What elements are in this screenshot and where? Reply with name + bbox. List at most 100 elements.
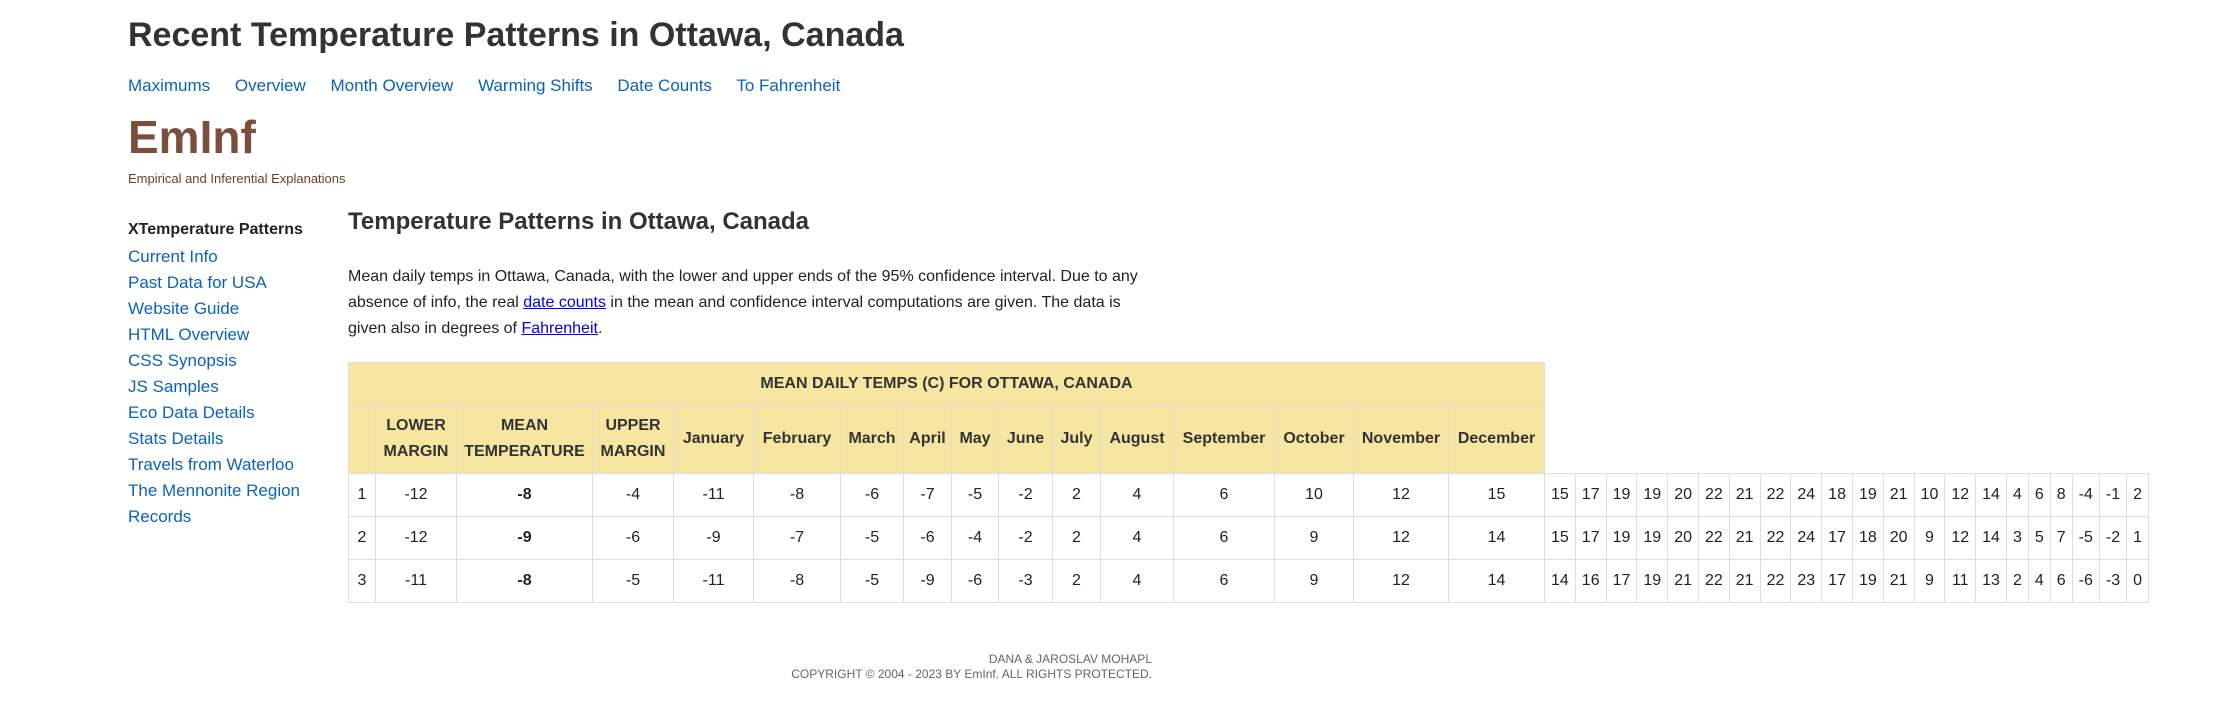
value-cell: 12 [1353, 559, 1449, 603]
value-cell: -3 [2098, 559, 2128, 603]
header-day [348, 404, 376, 474]
value-cell: 12 [1353, 473, 1449, 517]
header-month-october: October [1274, 404, 1354, 474]
value-cell: 22 [1697, 516, 1730, 560]
value-cell: 20 [1667, 473, 1699, 517]
nav-link-overview[interactable]: Overview [234, 76, 306, 95]
value-cell: -8 [753, 473, 841, 517]
value-cell: 24 [1790, 516, 1823, 560]
intro-text-end: . [597, 320, 603, 337]
value-cell: 23 [1790, 559, 1823, 603]
sidebar-item-travels-from-waterloo[interactable]: Travels from Waterloo [128, 455, 294, 474]
header-upper-label-1: UPPER [605, 417, 661, 434]
value-cell: 15 [1544, 516, 1576, 560]
value-cell: -6 [903, 516, 952, 560]
value-cell: 4 [1100, 516, 1174, 560]
nav-link-warming-shifts[interactable]: Warming Shifts [478, 76, 593, 95]
sidebar-item-past-data-usa[interactable]: Past Data for USA [128, 273, 267, 292]
header-month-july: July [1052, 404, 1101, 474]
value-cell: 19 [1851, 559, 1884, 603]
value-cell: 6 [1173, 516, 1275, 560]
value-cell: 15 [1544, 473, 1576, 517]
header-mean-temperature: MEAN TEMPERATURE [456, 404, 593, 474]
temperature-table: MEAN DAILY TEMPS (C) FOR OTTAWA, CANADA … [348, 362, 2150, 603]
value-cell: 8 [2049, 473, 2073, 517]
value-cell: -11 [673, 559, 754, 603]
site-tagline: Empirical and Inferential Explanations [128, 171, 346, 186]
value-cell: -6 [840, 473, 904, 517]
value-cell: 19 [1605, 473, 1638, 517]
value-cell: -4 [951, 516, 999, 560]
value-cell: 22 [1759, 516, 1792, 560]
value-cell: -7 [903, 473, 952, 517]
value-cell: 21 [1667, 559, 1699, 603]
nav-link-month-overview[interactable]: Month Overview [330, 76, 454, 95]
top-nav: Maximums Overview Month Overview Warming… [128, 76, 860, 96]
main-content: Temperature Patterns in Ottawa, Canada [348, 208, 809, 236]
value-cell: 17 [1821, 516, 1853, 560]
value-cell: 17 [1605, 559, 1638, 603]
upper-margin-cell: -4 [592, 473, 674, 517]
value-cell: 21 [1728, 559, 1761, 603]
value-cell: 12 [1944, 516, 1977, 560]
lower-margin-cell: -12 [375, 473, 457, 517]
value-cell: -7 [753, 516, 841, 560]
header-lower-margin: LOWER MARGIN [375, 404, 457, 474]
nav-link-date-counts[interactable]: Date Counts [617, 76, 712, 95]
sidebar-item-current-info[interactable]: Current Info [128, 247, 218, 266]
value-cell: 21 [1882, 559, 1915, 603]
footer-copyright: COPYRIGHT © 2004 - 2023 BY EmInf. ALL RI… [791, 667, 1152, 681]
sidebar-item-records[interactable]: Records [128, 507, 192, 526]
date-counts-link[interactable]: date counts [523, 294, 606, 311]
header-month-may: May [951, 404, 999, 474]
header-upper-label-2: MARGIN [600, 443, 666, 460]
value-cell: 9 [1913, 516, 1946, 560]
header-month-august: August [1100, 404, 1174, 474]
value-cell: -2 [998, 516, 1053, 560]
value-cell: 2 [1052, 516, 1101, 560]
header-month-january: January [673, 404, 754, 474]
value-cell: 4 [2005, 473, 2029, 517]
day-cell: 2 [348, 516, 376, 560]
mean-cell: -9 [456, 516, 593, 560]
nav-link-to-fahrenheit[interactable]: To Fahrenheit [736, 76, 841, 95]
value-cell: 20 [1667, 516, 1699, 560]
sidebar-item-stats-details[interactable]: Stats Details [128, 429, 224, 448]
value-cell: 19 [1636, 559, 1669, 603]
value-cell: 21 [1882, 473, 1915, 517]
site-logo[interactable]: EmInf [128, 111, 256, 163]
value-cell: -3 [998, 559, 1053, 603]
header-mean-label-1: MEAN [500, 417, 549, 434]
nav-link-maximums[interactable]: Maximums [128, 76, 211, 95]
value-cell: 2 [1052, 559, 1101, 603]
value-cell: 9 [1274, 559, 1354, 603]
header-lower-label-2: MARGIN [383, 443, 449, 460]
table-row: 2 -12 -9 -6 -9 -7 -5 -6 -4 -2 2 4 6 9 12 14 15 17 19 19 20 22… [348, 516, 2150, 560]
value-cell: 6 [1173, 559, 1275, 603]
value-cell: -5 [840, 559, 904, 603]
sidebar-item-css-synopsis[interactable]: CSS Synopsis [128, 351, 237, 370]
value-cell: 17 [1821, 559, 1853, 603]
value-cell: 22 [1697, 559, 1730, 603]
value-cell: 20 [1882, 516, 1915, 560]
value-cell: 13 [1975, 559, 2007, 603]
sidebar-item-mennonite-region[interactable]: The Mennonite Region [128, 481, 301, 500]
value-cell: 6 [2027, 473, 2051, 517]
value-cell: 21 [1728, 473, 1761, 517]
header-month-april: April [903, 404, 952, 474]
value-cell: -5 [951, 473, 999, 517]
header-lower-label-1: LOWER [386, 417, 446, 434]
sidebar-item-js-samples[interactable]: JS Samples [128, 377, 219, 396]
value-cell: -8 [753, 559, 841, 603]
sidebar-item-website-guide[interactable]: Website Guide [128, 299, 240, 318]
value-cell: -6 [2071, 559, 2100, 603]
value-cell: 14 [1448, 516, 1545, 560]
fahrenheit-link[interactable]: Fahrenheit [521, 320, 598, 337]
value-cell: 2 [2005, 559, 2029, 603]
value-cell: -4 [2071, 473, 2100, 517]
value-cell: 4 [2027, 559, 2051, 603]
value-cell: -5 [2071, 516, 2100, 560]
sidebar-item-html-overview[interactable]: HTML Overview [128, 325, 250, 344]
sidebar: XTemperature Patterns Current Info Past … [128, 219, 328, 531]
sidebar-item-eco-data-details[interactable]: Eco Data Details [128, 403, 255, 422]
